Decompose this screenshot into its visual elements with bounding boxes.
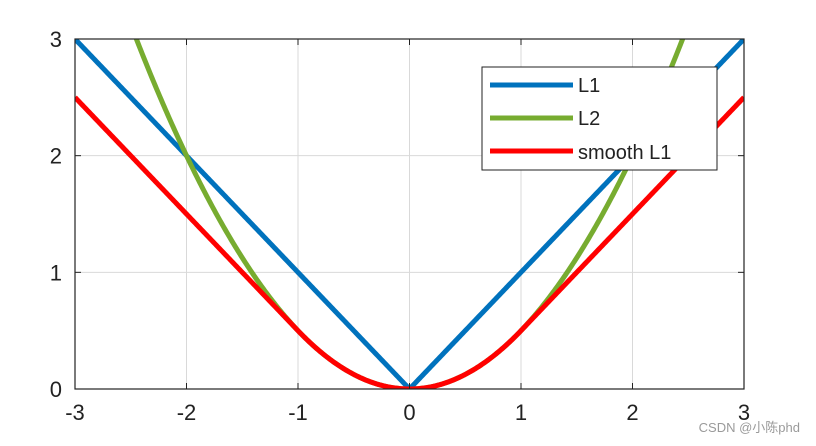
y-axis-ticks: 0 1 2 3 [50,27,744,402]
y-tick-label-3: 3 [50,27,62,52]
legend-label-smooth-l1: smooth L1 [578,142,671,164]
legend: L1 L2 smooth L1 [481,66,718,171]
y-tick-label-1: 1 [50,260,62,285]
legend-label-l1: L1 [578,75,600,97]
x-axis-ticks: -3 -2 -1 0 1 2 3 [65,39,750,425]
x-tick-label-0: -3 [65,400,85,425]
x-tick-label-2: -1 [288,400,308,425]
y-tick-label-0: 0 [50,377,62,402]
watermark: CSDN @小陈phd [699,420,800,435]
y-tick-label-2: 2 [50,144,62,169]
x-tick-label-4: 1 [515,400,527,425]
x-tick-label-3: 0 [403,400,415,425]
x-tick-label-5: 2 [626,400,638,425]
x-tick-label-6: 3 [738,400,750,425]
legend-label-l2: L2 [578,108,600,130]
series-line-smooth-l1 [75,95,744,389]
x-tick-label-1: -2 [177,400,197,425]
